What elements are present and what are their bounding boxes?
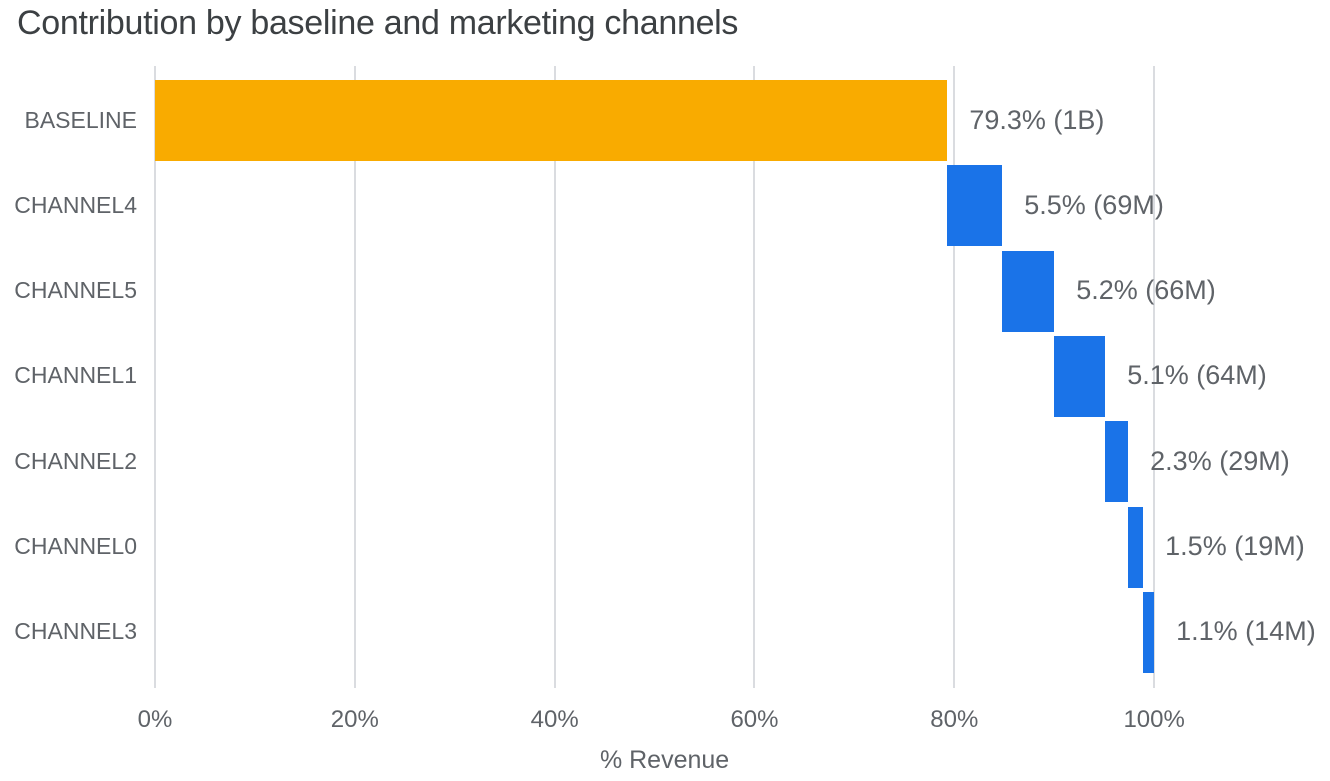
gridline — [753, 66, 756, 688]
category-label: BASELINE — [24, 106, 138, 133]
gridline — [154, 66, 156, 688]
x-axis-tick-label: 100% — [1123, 706, 1185, 733]
x-axis-title: % Revenue — [599, 746, 730, 774]
value-label: 2.3% (29M) — [1150, 445, 1290, 476]
x-axis-tick-label: 60% — [730, 706, 779, 733]
chart-title: Contribution by baseline and marketing c… — [17, 4, 739, 42]
gridline — [353, 66, 356, 688]
bar-channel1[interactable] — [1054, 335, 1106, 417]
x-axis-tick-label: 20% — [330, 706, 379, 733]
category-label: CHANNEL1 — [14, 362, 137, 389]
category-label: CHANNEL4 — [14, 191, 137, 218]
x-axis-tick-label: 80% — [930, 706, 979, 733]
category-label: CHANNEL2 — [14, 447, 137, 474]
gridline — [1153, 66, 1156, 688]
bar-channel2[interactable] — [1105, 421, 1129, 503]
category-label: CHANNEL5 — [14, 277, 137, 304]
value-label: 79.3% (1B) — [969, 104, 1105, 135]
value-label: 1.5% (19M) — [1165, 531, 1305, 561]
value-label: 5.5% (69M) — [1024, 189, 1164, 220]
value-label: 5.2% (66M) — [1076, 275, 1216, 306]
gridline — [953, 66, 956, 688]
category-label: CHANNEL0 — [14, 533, 137, 559]
bar-channel5[interactable] — [1002, 250, 1055, 332]
category-label: CHANNEL3 — [14, 618, 137, 645]
x-axis-tick-label: 40% — [530, 706, 579, 733]
bar-channel4[interactable] — [947, 165, 1003, 247]
bar-channel0[interactable] — [1128, 506, 1144, 588]
bar-baseline[interactable] — [155, 80, 948, 161]
value-label: 5.1% (64M) — [1127, 360, 1267, 391]
x-axis-tick-label: 0% — [137, 706, 173, 733]
gridline — [553, 66, 556, 688]
value-label: 1.1% (14M) — [1176, 616, 1316, 647]
bar-channel3[interactable] — [1143, 591, 1155, 673]
